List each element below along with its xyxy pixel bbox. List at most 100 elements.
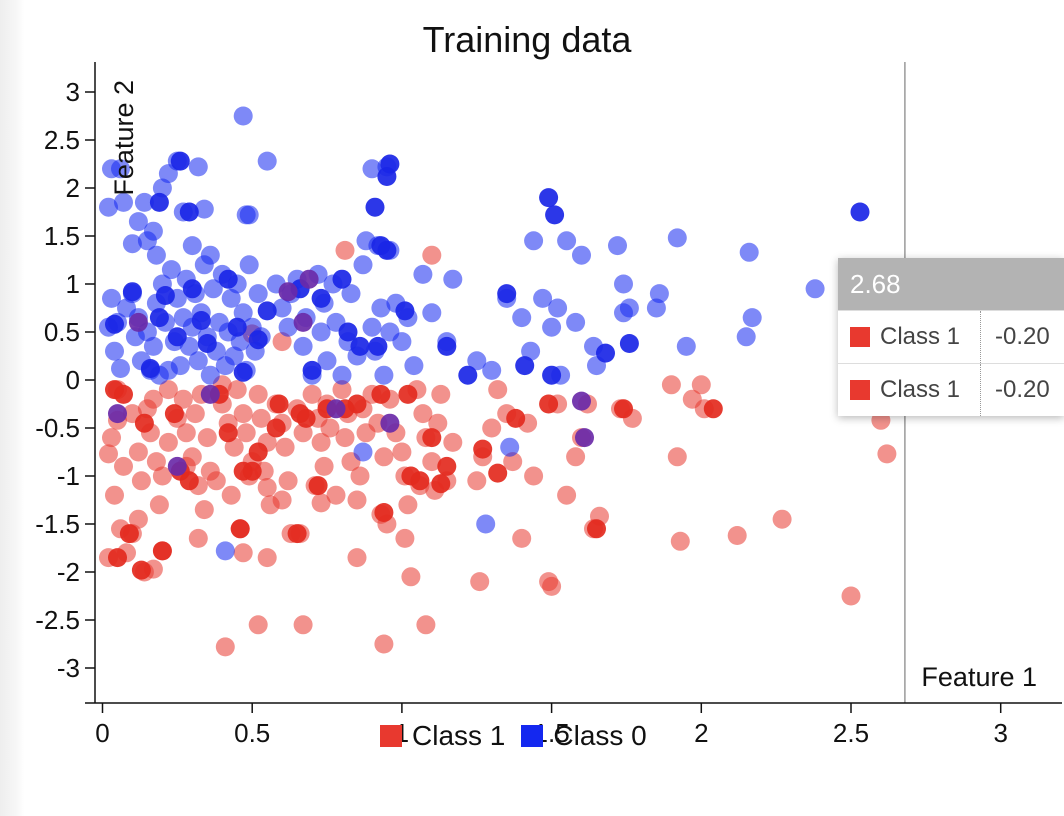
- data-point[interactable]: [152, 541, 172, 561]
- data-point[interactable]: [332, 380, 352, 400]
- data-point[interactable]: [557, 231, 577, 251]
- data-point[interactable]: [572, 245, 591, 265]
- data-point[interactable]: [676, 336, 696, 356]
- data-point[interactable]: [233, 362, 253, 382]
- data-point[interactable]: [131, 471, 151, 491]
- data-point[interactable]: [332, 269, 352, 289]
- data-point[interactable]: [557, 485, 577, 505]
- data-point[interactable]: [221, 288, 241, 308]
- data-point[interactable]: [131, 560, 151, 580]
- data-point[interactable]: [380, 413, 400, 433]
- data-point[interactable]: [311, 288, 331, 308]
- data-point[interactable]: [239, 205, 259, 225]
- data-point[interactable]: [182, 236, 202, 256]
- data-point[interactable]: [278, 471, 298, 491]
- data-point[interactable]: [596, 343, 615, 363]
- data-point[interactable]: [392, 332, 412, 352]
- data-point[interactable]: [476, 514, 496, 534]
- data-point[interactable]: [143, 336, 163, 356]
- data-point[interactable]: [841, 586, 861, 606]
- data-point[interactable]: [302, 384, 322, 404]
- data-point[interactable]: [185, 404, 205, 424]
- data-point[interactable]: [105, 314, 124, 334]
- data-point[interactable]: [350, 466, 370, 486]
- data-point[interactable]: [353, 255, 373, 275]
- data-point[interactable]: [122, 234, 142, 254]
- data-point[interactable]: [257, 548, 277, 568]
- data-point[interactable]: [293, 423, 313, 443]
- data-point[interactable]: [539, 188, 559, 208]
- data-point[interactable]: [293, 312, 313, 332]
- data-point[interactable]: [548, 298, 568, 318]
- data-point[interactable]: [467, 471, 487, 491]
- data-point[interactable]: [248, 284, 268, 304]
- data-point[interactable]: [431, 474, 451, 494]
- data-point[interactable]: [272, 332, 292, 352]
- data-point[interactable]: [572, 391, 591, 411]
- data-point[interactable]: [524, 466, 544, 486]
- data-point[interactable]: [661, 375, 681, 395]
- data-point[interactable]: [500, 437, 520, 457]
- data-point[interactable]: [272, 490, 292, 510]
- data-point[interactable]: [670, 531, 690, 551]
- data-point[interactable]: [727, 526, 747, 545]
- data-point[interactable]: [805, 279, 825, 299]
- data-point[interactable]: [248, 442, 268, 462]
- data-point[interactable]: [158, 432, 178, 452]
- data-point[interactable]: [239, 255, 259, 275]
- data-point[interactable]: [188, 157, 208, 177]
- data-point[interactable]: [335, 240, 355, 260]
- data-point[interactable]: [488, 380, 508, 400]
- data-point[interactable]: [102, 428, 121, 448]
- data-point[interactable]: [377, 240, 397, 260]
- data-point[interactable]: [368, 336, 388, 356]
- data-point[interactable]: [299, 269, 319, 289]
- data-point[interactable]: [691, 375, 711, 395]
- data-point[interactable]: [215, 541, 235, 561]
- data-point[interactable]: [128, 312, 148, 332]
- data-point[interactable]: [365, 197, 385, 217]
- data-point[interactable]: [739, 242, 759, 262]
- data-point[interactable]: [542, 576, 562, 596]
- data-point[interactable]: [302, 360, 322, 380]
- data-point[interactable]: [158, 380, 178, 400]
- data-point[interactable]: [167, 456, 187, 476]
- legend-item-class-0[interactable]: Class 0: [521, 720, 647, 752]
- data-point[interactable]: [539, 394, 559, 414]
- data-point[interactable]: [320, 418, 340, 438]
- data-point[interactable]: [173, 389, 193, 409]
- data-point[interactable]: [146, 245, 166, 265]
- data-point[interactable]: [341, 284, 361, 304]
- data-point[interactable]: [646, 298, 666, 318]
- data-point[interactable]: [401, 567, 421, 587]
- data-point[interactable]: [140, 359, 160, 378]
- data-point[interactable]: [533, 288, 553, 308]
- data-point[interactable]: [467, 351, 487, 371]
- data-point[interactable]: [437, 336, 457, 356]
- data-point[interactable]: [353, 442, 373, 462]
- data-point[interactable]: [152, 178, 172, 198]
- data-point[interactable]: [350, 336, 370, 356]
- data-point[interactable]: [326, 485, 346, 505]
- data-point[interactable]: [293, 336, 313, 356]
- data-point[interactable]: [398, 384, 418, 404]
- data-point[interactable]: [395, 528, 415, 548]
- data-point[interactable]: [413, 264, 433, 284]
- data-point[interactable]: [566, 312, 586, 332]
- data-point[interactable]: [437, 456, 457, 476]
- data-point[interactable]: [311, 493, 331, 513]
- data-point[interactable]: [380, 154, 400, 174]
- data-point[interactable]: [188, 351, 208, 371]
- data-point[interactable]: [338, 322, 358, 342]
- data-point[interactable]: [128, 212, 148, 232]
- data-point[interactable]: [290, 404, 310, 424]
- data-point[interactable]: [99, 444, 118, 464]
- data-point[interactable]: [170, 151, 190, 171]
- data-point[interactable]: [257, 478, 277, 497]
- data-point[interactable]: [221, 485, 241, 505]
- data-point[interactable]: [191, 311, 211, 330]
- data-point[interactable]: [99, 197, 118, 217]
- data-point[interactable]: [114, 384, 133, 404]
- data-point[interactable]: [422, 303, 442, 323]
